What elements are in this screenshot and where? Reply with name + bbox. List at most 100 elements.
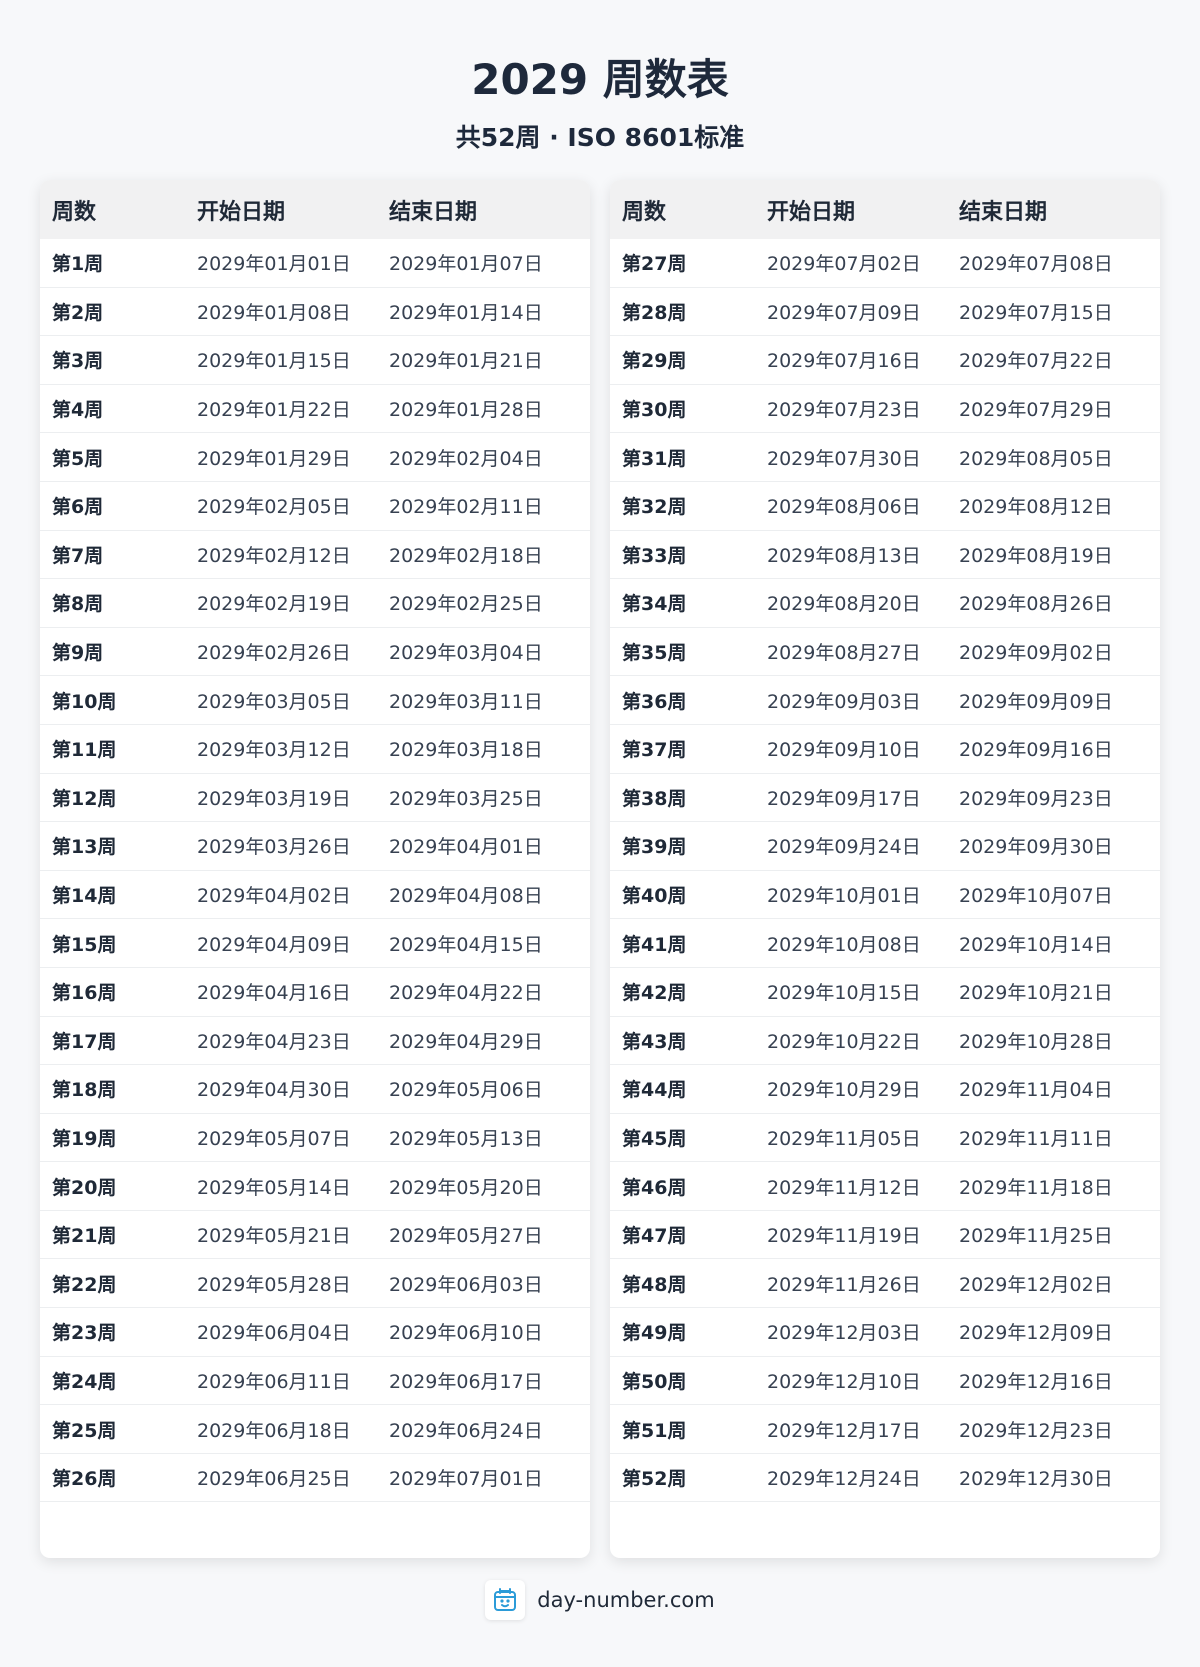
column-header-start: 开始日期 — [197, 199, 286, 225]
end-date-cell: 2029年11月04日 — [959, 1079, 1113, 1102]
week-cell: 第19周 — [52, 1127, 117, 1150]
end-date-cell: 2029年10月21日 — [959, 982, 1113, 1005]
table-row: 第10周 2029年03月05日 2029年03月11日 — [40, 676, 590, 725]
end-date-cell: 2029年08月05日 — [959, 447, 1113, 470]
start-date-cell: 2029年06月04日 — [197, 1322, 351, 1345]
table-row: 第1周 2029年01月01日 2029年01月07日 — [40, 239, 590, 288]
table-row: 第12周 2029年03月19日 2029年03月25日 — [40, 774, 590, 823]
calendar-smile-icon — [485, 1580, 526, 1620]
end-date-cell: 2029年12月09日 — [959, 1322, 1113, 1345]
week-cell: 第20周 — [52, 1176, 117, 1199]
end-date-cell: 2029年08月12日 — [959, 496, 1113, 519]
end-date-cell: 2029年03月11日 — [389, 690, 543, 713]
week-cell: 第27周 — [622, 253, 687, 276]
start-date-cell: 2029年05月21日 — [197, 1225, 351, 1248]
table-row: 第4周 2029年01月22日 2029年01月28日 — [40, 385, 590, 434]
start-date-cell: 2029年04月23日 — [197, 1030, 351, 1053]
start-date-cell: 2029年12月03日 — [767, 1322, 921, 1345]
table-row: 第28周 2029年07月09日 2029年07月15日 — [610, 288, 1160, 337]
end-date-cell: 2029年05月06日 — [389, 1079, 543, 1102]
end-date-cell: 2029年01月28日 — [389, 399, 543, 422]
start-date-cell: 2029年01月22日 — [197, 399, 351, 422]
end-date-cell: 2029年03月25日 — [389, 787, 543, 810]
start-date-cell: 2029年12月10日 — [767, 1370, 921, 1393]
end-date-cell: 2029年01月21日 — [389, 350, 543, 373]
column-header-week: 周数 — [622, 199, 667, 225]
table-row: 第39周 2029年09月24日 2029年09月30日 — [610, 822, 1160, 871]
start-date-cell: 2029年10月15日 — [767, 982, 921, 1005]
table-row: 第2周 2029年01月08日 2029年01月14日 — [40, 288, 590, 337]
start-date-cell: 2029年02月26日 — [197, 642, 351, 665]
table-row: 第41周 2029年10月08日 2029年10月14日 — [610, 919, 1160, 968]
week-cell: 第9周 — [52, 642, 104, 665]
table-row: 第7周 2029年02月12日 2029年02月18日 — [40, 531, 590, 580]
table-row: 第23周 2029年06月04日 2029年06月10日 — [40, 1308, 590, 1357]
week-cell: 第39周 — [622, 836, 687, 859]
end-date-cell: 2029年02月11日 — [389, 496, 543, 519]
start-date-cell: 2029年03月26日 — [197, 836, 351, 859]
week-cell: 第23周 — [52, 1322, 117, 1345]
table-row: 第16周 2029年04月16日 2029年04月22日 — [40, 968, 590, 1017]
table-header: 周数 开始日期 结束日期 — [40, 180, 590, 239]
start-date-cell: 2029年03月12日 — [197, 739, 351, 762]
site-link[interactable]: day-number.com — [537, 1588, 715, 1612]
start-date-cell: 2029年12月17日 — [767, 1419, 921, 1442]
start-date-cell: 2029年10月22日 — [767, 1030, 921, 1053]
week-cell: 第10周 — [52, 690, 117, 713]
week-cell: 第47周 — [622, 1225, 687, 1248]
end-date-cell: 2029年01月14日 — [389, 301, 543, 324]
start-date-cell: 2029年06月25日 — [197, 1468, 351, 1491]
end-date-cell: 2029年04月01日 — [389, 836, 543, 859]
page-title: 2029 周数表 — [471, 55, 729, 104]
end-date-cell: 2029年07月08日 — [959, 253, 1113, 276]
table-row: 第35周 2029年08月27日 2029年09月02日 — [610, 628, 1160, 677]
start-date-cell: 2029年03月05日 — [197, 690, 351, 713]
end-date-cell: 2029年06月17日 — [389, 1370, 543, 1393]
end-date-cell: 2029年09月16日 — [959, 739, 1113, 762]
end-date-cell: 2029年02月18日 — [389, 544, 543, 567]
end-date-cell: 2029年04月15日 — [389, 933, 543, 956]
start-date-cell: 2029年01月01日 — [197, 253, 351, 276]
end-date-cell: 2029年09月23日 — [959, 787, 1113, 810]
week-cell: 第31周 — [622, 447, 687, 470]
end-date-cell: 2029年06月24日 — [389, 1419, 543, 1442]
start-date-cell: 2029年03月19日 — [197, 787, 351, 810]
start-date-cell: 2029年02月05日 — [197, 496, 351, 519]
week-cell: 第35周 — [622, 642, 687, 665]
start-date-cell: 2029年08月20日 — [767, 593, 921, 616]
week-cell: 第52周 — [622, 1468, 687, 1491]
table-row: 第5周 2029年01月29日 2029年02月04日 — [40, 433, 590, 482]
start-date-cell: 2029年05月07日 — [197, 1127, 351, 1150]
start-date-cell: 2029年04月09日 — [197, 933, 351, 956]
end-date-cell: 2029年12月16日 — [959, 1370, 1113, 1393]
end-date-cell: 2029年03月18日 — [389, 739, 543, 762]
start-date-cell: 2029年10月08日 — [767, 933, 921, 956]
start-date-cell: 2029年07月16日 — [767, 350, 921, 373]
column-header-end: 结束日期 — [389, 199, 478, 225]
week-cell: 第26周 — [52, 1468, 117, 1491]
table-header: 周数 开始日期 结束日期 — [610, 180, 1160, 239]
table-row: 第33周 2029年08月13日 2029年08月19日 — [610, 531, 1160, 580]
start-date-cell: 2029年11月05日 — [767, 1127, 921, 1150]
week-cell: 第49周 — [622, 1322, 687, 1345]
end-date-cell: 2029年11月11日 — [959, 1127, 1113, 1150]
start-date-cell: 2029年09月10日 — [767, 739, 921, 762]
end-date-cell: 2029年12月23日 — [959, 1419, 1113, 1442]
week-cell: 第40周 — [622, 885, 687, 908]
table-row: 第9周 2029年02月26日 2029年03月04日 — [40, 628, 590, 677]
week-cell: 第22周 — [52, 1273, 117, 1296]
end-date-cell: 2029年07月29日 — [959, 399, 1113, 422]
table-row: 第26周 2029年06月25日 2029年07月01日 — [40, 1454, 590, 1503]
week-cell: 第37周 — [622, 739, 687, 762]
start-date-cell: 2029年01月29日 — [197, 447, 351, 470]
week-cell: 第44周 — [622, 1079, 687, 1102]
start-date-cell: 2029年07月23日 — [767, 399, 921, 422]
week-cell: 第12周 — [52, 787, 117, 810]
week-cell: 第17周 — [52, 1030, 117, 1053]
table-row: 第11周 2029年03月12日 2029年03月18日 — [40, 725, 590, 774]
end-date-cell: 2029年09月09日 — [959, 690, 1113, 713]
week-cell: 第41周 — [622, 933, 687, 956]
start-date-cell: 2029年09月24日 — [767, 836, 921, 859]
table-row: 第19周 2029年05月07日 2029年05月13日 — [40, 1114, 590, 1163]
footer: day-number.com — [0, 1580, 1200, 1620]
